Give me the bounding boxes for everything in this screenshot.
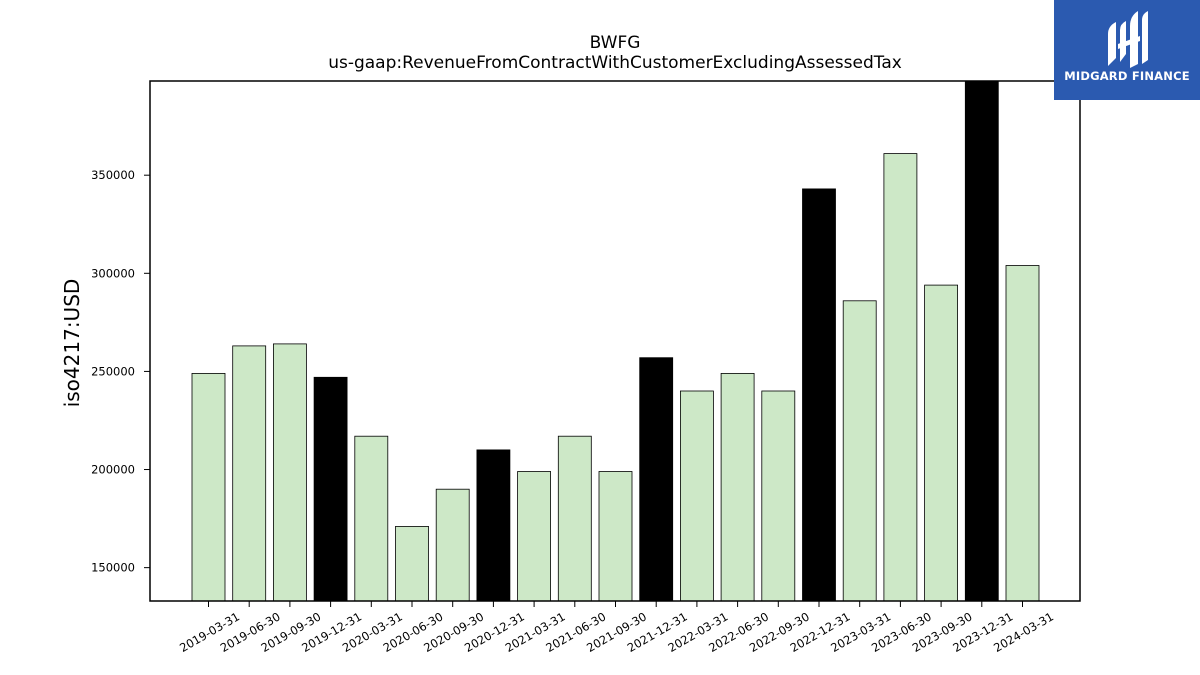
bar-2023-12-31 xyxy=(964,80,999,602)
bar-2020-09-30 xyxy=(435,488,470,602)
y-tick-label: 150000 xyxy=(91,561,135,575)
bar-2023-06-30 xyxy=(883,153,918,602)
bar-2021-12-31 xyxy=(639,357,674,602)
bar-2024-03-31 xyxy=(1005,265,1040,602)
logo-text: MIDGARD FINANCE xyxy=(1064,69,1190,83)
y-tick-label: 250000 xyxy=(91,364,135,378)
midgard-finance-logo-icon xyxy=(1108,11,1148,68)
bars-group xyxy=(191,80,1040,602)
bar-2022-06-30 xyxy=(720,372,755,602)
bar-2021-09-30 xyxy=(598,471,633,602)
chart-title: BWFG xyxy=(590,33,641,53)
bar-2023-09-30 xyxy=(924,284,958,602)
bar-2019-06-30 xyxy=(232,345,267,602)
bar-2022-09-30 xyxy=(761,390,796,602)
bar-2022-12-31 xyxy=(802,188,836,602)
bar-2021-06-30 xyxy=(557,435,592,602)
bar-2023-03-31 xyxy=(842,300,877,602)
bar-2019-03-31 xyxy=(191,372,226,602)
bar-2022-03-31 xyxy=(680,390,714,602)
bar-2021-03-31 xyxy=(517,471,551,602)
bar-2019-12-31 xyxy=(313,376,348,602)
bar-2020-06-30 xyxy=(395,526,429,602)
plot-frame xyxy=(149,80,1081,602)
y-tick-label: 300000 xyxy=(91,266,135,280)
y-axis: 150000 200000 250000 300000 350000 xyxy=(91,168,150,575)
y-axis-label: iso4217:USD xyxy=(60,279,84,408)
bar-2019-09-30 xyxy=(272,343,307,602)
bar-2020-03-31 xyxy=(354,435,389,602)
bar-2020-12-31 xyxy=(476,449,511,602)
chart-subtitle: us-gaap:RevenueFromContractWithCustomerE… xyxy=(328,53,902,73)
x-axis: 2019-03-312019-06-302019-09-302019-12-31… xyxy=(177,601,1056,655)
y-tick-label: 350000 xyxy=(91,168,135,182)
logo: MIDGARD FINANCE xyxy=(1054,0,1200,100)
y-tick-label: 200000 xyxy=(91,463,135,477)
